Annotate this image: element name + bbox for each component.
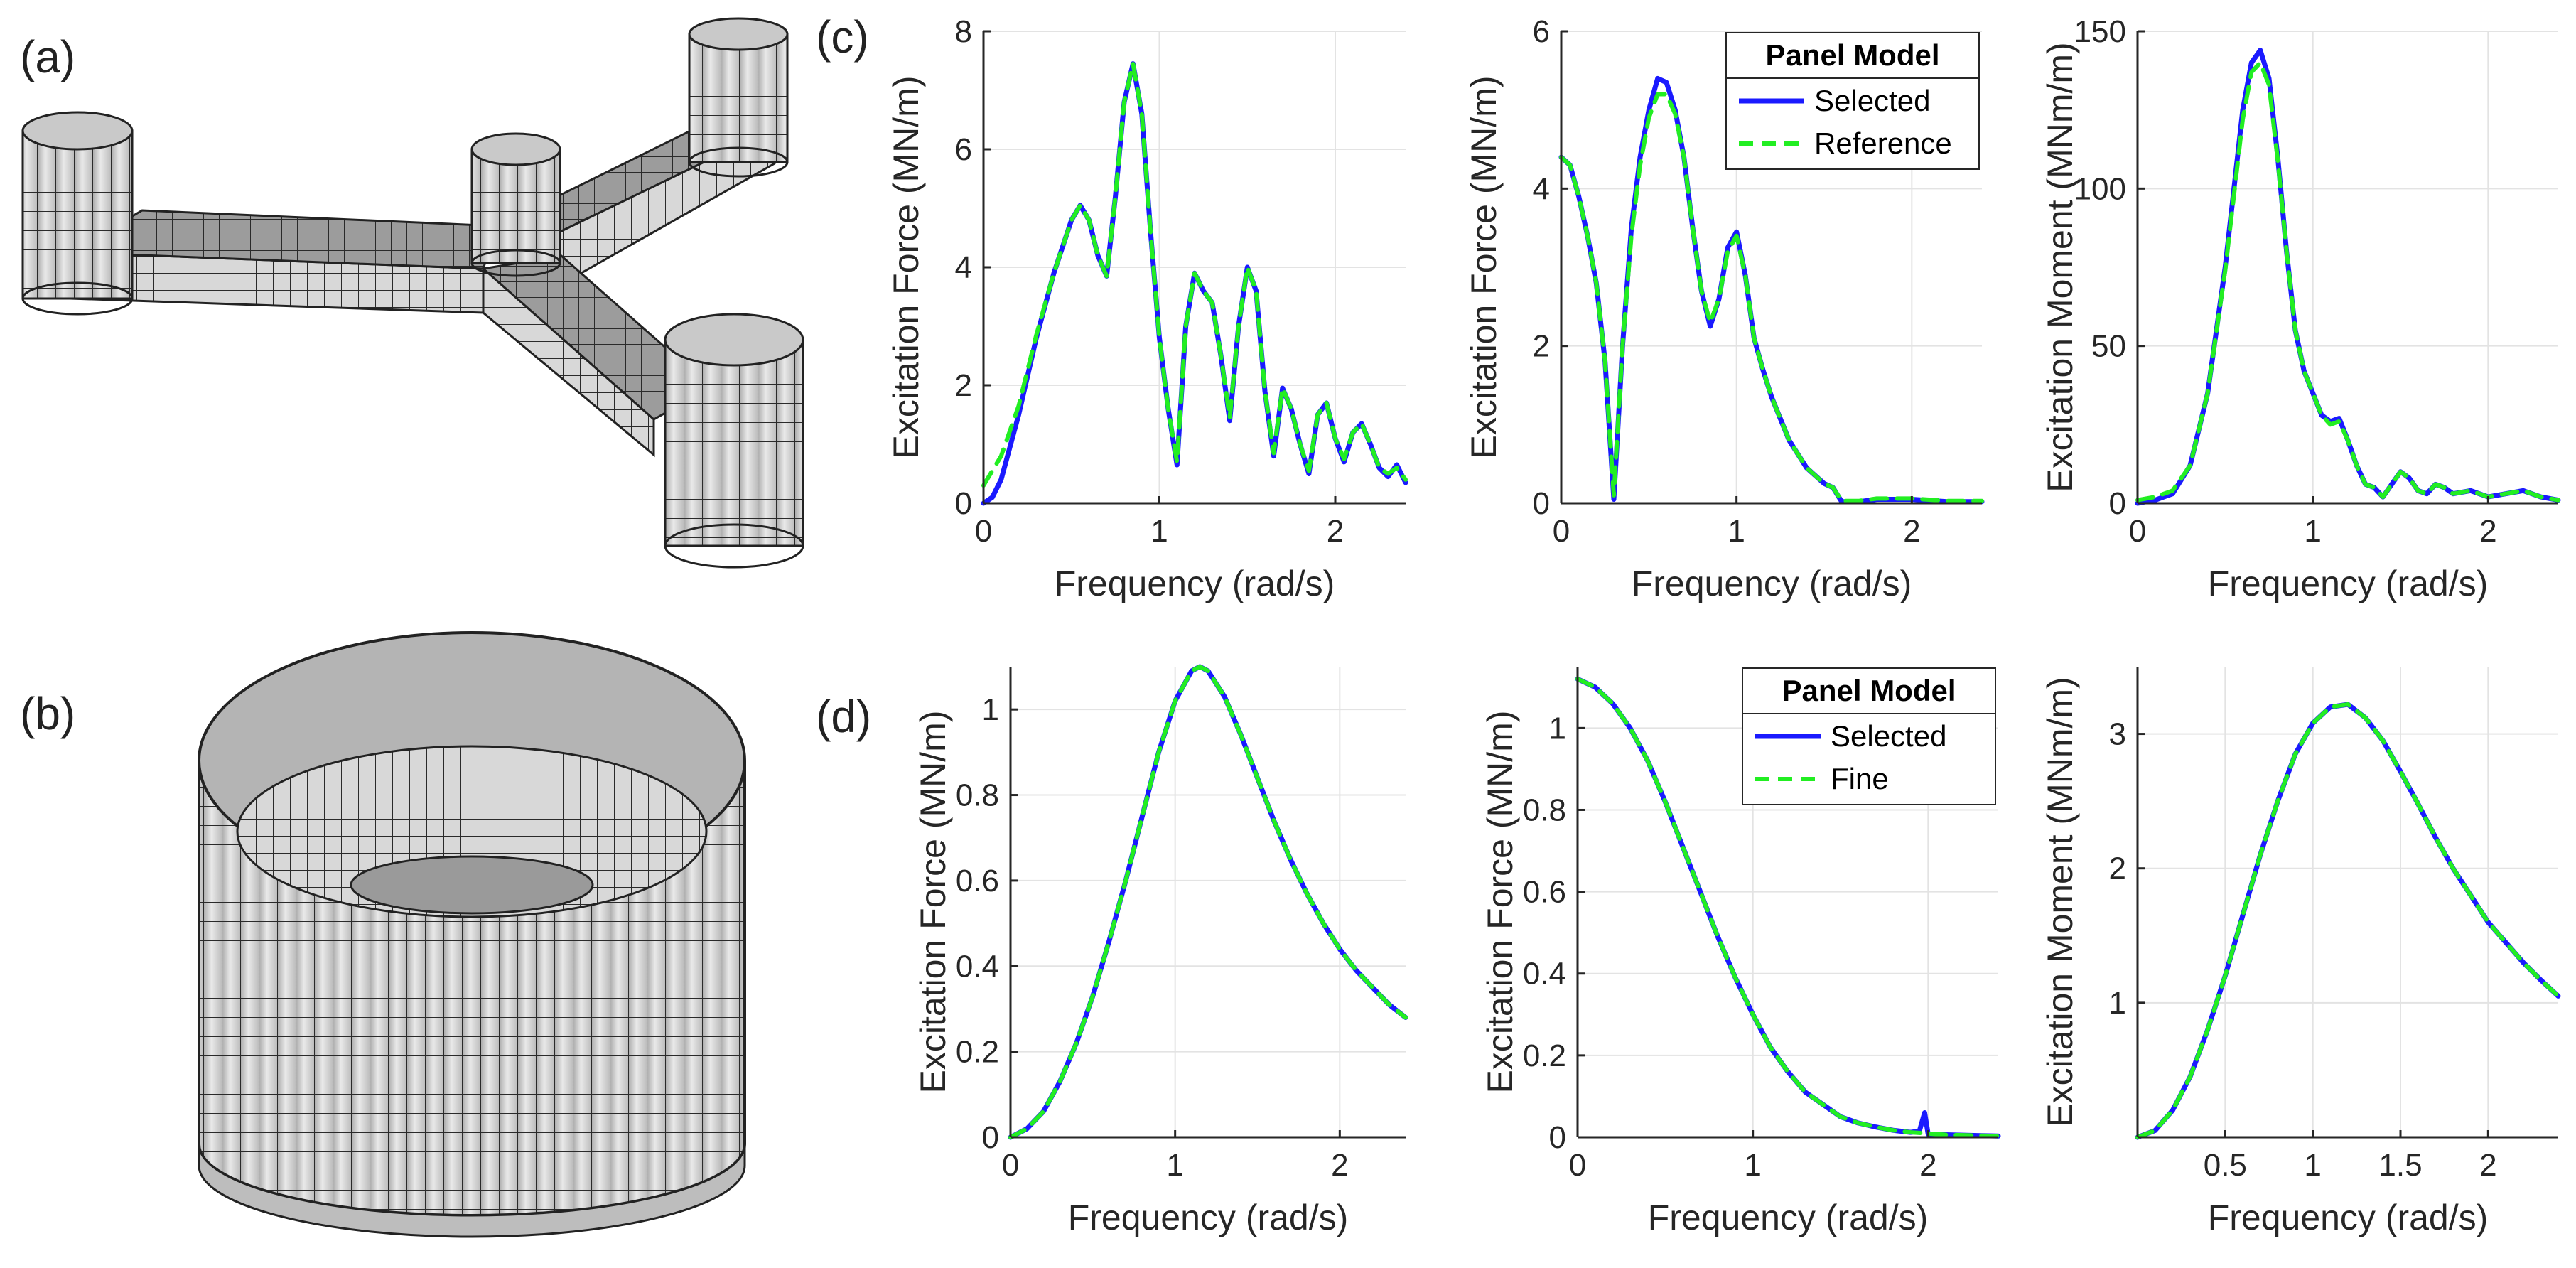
y-axis-title: Excitation Moment (MNm/m)	[2040, 42, 2080, 492]
x-tick-label: 2	[1331, 1148, 1348, 1183]
plot-area	[1011, 667, 1406, 1137]
x-tick-label: 0	[1002, 1148, 1019, 1183]
panel-label-a: (a)	[20, 31, 75, 82]
legend: Panel Model Selected Fine	[1742, 667, 1996, 805]
panel-label-b: (b)	[20, 688, 75, 739]
series-line-reference	[1008, 665, 1408, 1139]
y-tick-label: 0.2	[1523, 1038, 1566, 1073]
series-line-reference	[1559, 92, 1984, 503]
legend-title: Panel Model	[1765, 38, 1939, 72]
x-axis-title: Frequency (rad/s)	[1632, 564, 1912, 603]
y-tick-label: 0.8	[956, 778, 999, 813]
x-tick-label: 1	[1150, 514, 1168, 549]
y-tick-label: 0.6	[956, 864, 999, 898]
y-tick-label: 2	[955, 368, 972, 403]
x-axis-title: Frequency (rad/s)	[1055, 564, 1335, 603]
x-tick-label: 1	[1744, 1148, 1761, 1183]
y-tick-label: 0.8	[1523, 793, 1566, 827]
y-tick-label: 1	[2109, 986, 2126, 1021]
legend-title: Panel Model	[1782, 674, 1956, 707]
y-tick-label: 3	[2109, 717, 2126, 752]
chart-d-force-surge: 0 1 2 0 0.2 0.4 0.6 0.8 1 Frequency (rad/s) Excita…	[913, 664, 1408, 1237]
chart-c-moment-pitch: 0 1 2 0 50 100 150 Frequency (rad/s) Excitation …	[2040, 14, 2561, 603]
x-axis-title: Frequency (rad/s)	[2208, 564, 2489, 603]
y-tick-label: 0	[1549, 1120, 1566, 1155]
x-axis-title: Frequency (rad/s)	[1068, 1198, 1349, 1237]
x-tick-label: 0	[1553, 514, 1570, 549]
y-tick-label: 0	[982, 1120, 999, 1155]
y-tick-label: 0.4	[956, 949, 999, 984]
series-line-reference	[981, 61, 1408, 488]
y-tick-label: 6	[955, 132, 972, 167]
x-tick-label: 2	[1903, 514, 1920, 549]
series-line-reference	[2135, 60, 2560, 503]
y-axis-title: Excitation Force (MN/m)	[913, 711, 953, 1094]
panel-label-c: (c)	[816, 11, 869, 63]
legend-entry: Selected	[1831, 719, 1946, 753]
y-axis-title: Excitation Moment (MNm/m)	[2040, 677, 2080, 1127]
legend-entry: Selected	[1814, 84, 1930, 117]
x-tick-label: 2	[1919, 1148, 1936, 1183]
y-axis-title: Excitation Force (MN/m)	[1464, 76, 1504, 459]
x-tick-label: 2	[2479, 514, 2496, 549]
y-tick-label: 6	[1533, 14, 1550, 49]
x-axis-title: Frequency (rad/s)	[1648, 1198, 1929, 1237]
x-axis-title: Frequency (rad/s)	[2208, 1198, 2489, 1237]
column-mesh-illustration	[198, 631, 746, 1238]
y-tick-label: 100	[2074, 171, 2126, 206]
y-tick-label: 50	[2091, 329, 2126, 364]
chart-d-moment-pitch: 0.5 1 1.5 2 1 2 3 Frequency (rad/s) Excitation M…	[2040, 667, 2561, 1237]
y-tick-label: 0.2	[956, 1035, 999, 1070]
x-tick-label: 1	[2304, 1148, 2321, 1183]
y-tick-label: 4	[955, 250, 972, 285]
panel-label-d: (d)	[816, 691, 871, 742]
y-axis-title: Excitation Force (MN/m)	[886, 76, 926, 459]
y-tick-label: 0	[1533, 486, 1550, 521]
y-tick-label: 1	[1549, 711, 1566, 746]
y-tick-label: 0.4	[1523, 957, 1566, 992]
legend-entry: Fine	[1831, 762, 1889, 795]
chart-d-force-heave: 0 1 2 0 0.2 0.4 0.6 0.8 1 Frequency (rad/s) Excita…	[1480, 667, 2001, 1237]
x-tick-label: 1	[1728, 514, 1745, 549]
y-tick-label: 4	[1533, 171, 1550, 206]
y-tick-label: 8	[955, 14, 972, 49]
y-tick-label: 0	[955, 486, 972, 521]
x-tick-label: 1	[1166, 1148, 1183, 1183]
y-tick-label: 0.6	[1523, 875, 1566, 910]
y-tick-label: 0	[2109, 486, 2126, 521]
chart-c-force-heave: 0 1 2 0 2 4 6 Frequency (rad/s) Excitation Force…	[1464, 14, 1985, 603]
x-tick-label: 0	[2129, 514, 2146, 549]
x-tick-label: 1	[2304, 514, 2321, 549]
y-tick-label: 150	[2074, 14, 2126, 49]
x-tick-label: 0	[1569, 1148, 1586, 1183]
x-tick-label: 2	[2479, 1148, 2496, 1183]
chart-c-force-surge: 0 1 2 0 2 4 6 8 Frequency (rad/s) Excitation Forc…	[886, 14, 1408, 603]
series-line-reference	[2135, 702, 2560, 1139]
x-tick-label: 0.5	[2204, 1148, 2247, 1183]
y-axis-title: Excitation Force (MN/m)	[1480, 711, 1520, 1094]
legend-entry: Reference	[1814, 127, 1952, 160]
y-tick-label: 2	[2109, 851, 2126, 886]
x-tick-label: 2	[1327, 514, 1344, 549]
x-tick-label: 0	[975, 514, 992, 549]
x-tick-label: 1.5	[2378, 1148, 2422, 1183]
plot-area	[2138, 667, 2558, 1137]
y-tick-label: 1	[982, 692, 999, 727]
platform-mesh-illustration	[21, 17, 804, 569]
legend: Panel Model Selected Reference	[1725, 32, 1980, 170]
y-tick-label: 2	[1533, 329, 1550, 364]
